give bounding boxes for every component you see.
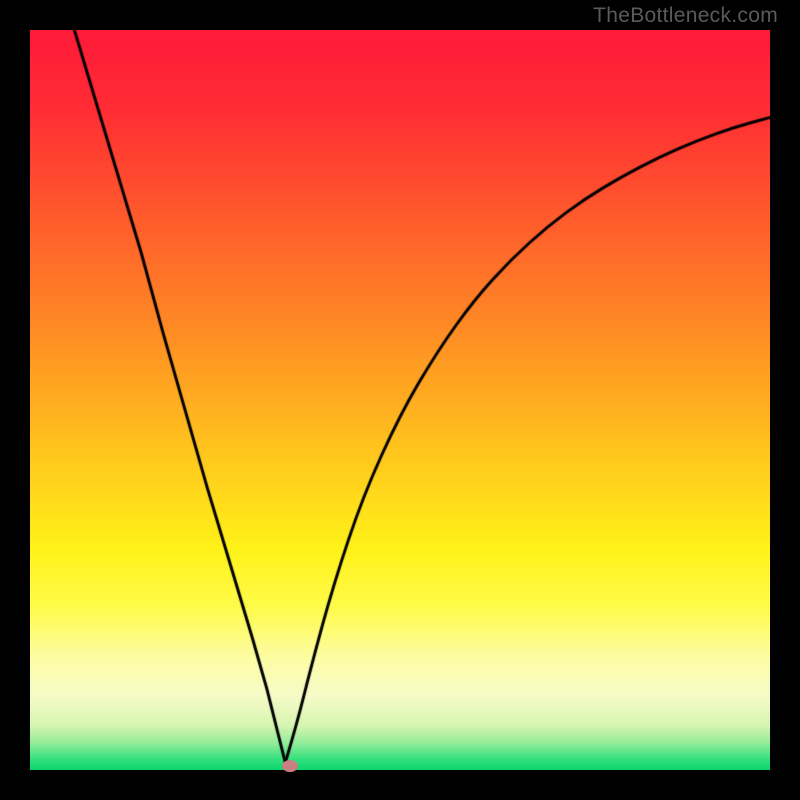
plot-area: [30, 30, 770, 770]
optimal-point-marker: [282, 760, 298, 772]
bottleneck-curve: [30, 30, 770, 770]
watermark-text: TheBottleneck.com: [593, 4, 778, 28]
